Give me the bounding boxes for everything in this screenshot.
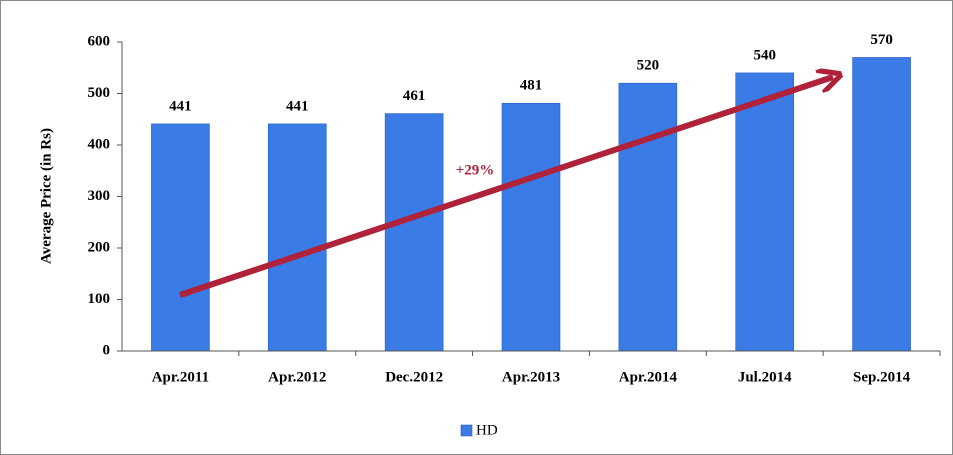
value-label: 441 (286, 98, 309, 114)
bar (384, 113, 444, 352)
value-label: 441 (169, 98, 192, 114)
value-label: 481 (520, 78, 543, 94)
bar (501, 102, 561, 352)
x-tick-label: Sep.2014 (853, 369, 911, 385)
bar (852, 57, 911, 352)
x-tick-label: Jul.2014 (738, 369, 792, 385)
x-tick-label: Apr.2014 (619, 369, 678, 385)
y-tick-label: 500 (88, 85, 111, 101)
value-label: 570 (870, 32, 893, 48)
y-tick-label: 300 (88, 188, 111, 204)
bar (618, 82, 678, 352)
y-tick-label: 0 (103, 342, 111, 358)
y-tick-label: 400 (88, 136, 111, 152)
value-label: 461 (403, 88, 426, 104)
bar (151, 123, 210, 352)
x-tick-label: Apr.2013 (502, 369, 560, 385)
x-tick-label: Dec.2012 (385, 369, 443, 385)
y-tick-label: 100 (88, 291, 111, 307)
annotation: +29% (456, 162, 495, 178)
y-axis-label: Average Price (in Rs) (38, 128, 54, 264)
trend-arrow (179, 77, 833, 298)
y-tick-label: 600 (88, 33, 111, 49)
value-label: 520 (637, 58, 660, 74)
bar (267, 123, 327, 352)
legend-label: HD (476, 422, 498, 438)
legend-swatch (460, 424, 473, 437)
x-tick-label: Apr.2012 (268, 369, 326, 385)
value-label: 540 (753, 47, 776, 63)
x-tick-label: Apr.2011 (152, 369, 209, 385)
bar (735, 72, 795, 352)
y-tick-label: 200 (88, 239, 111, 255)
